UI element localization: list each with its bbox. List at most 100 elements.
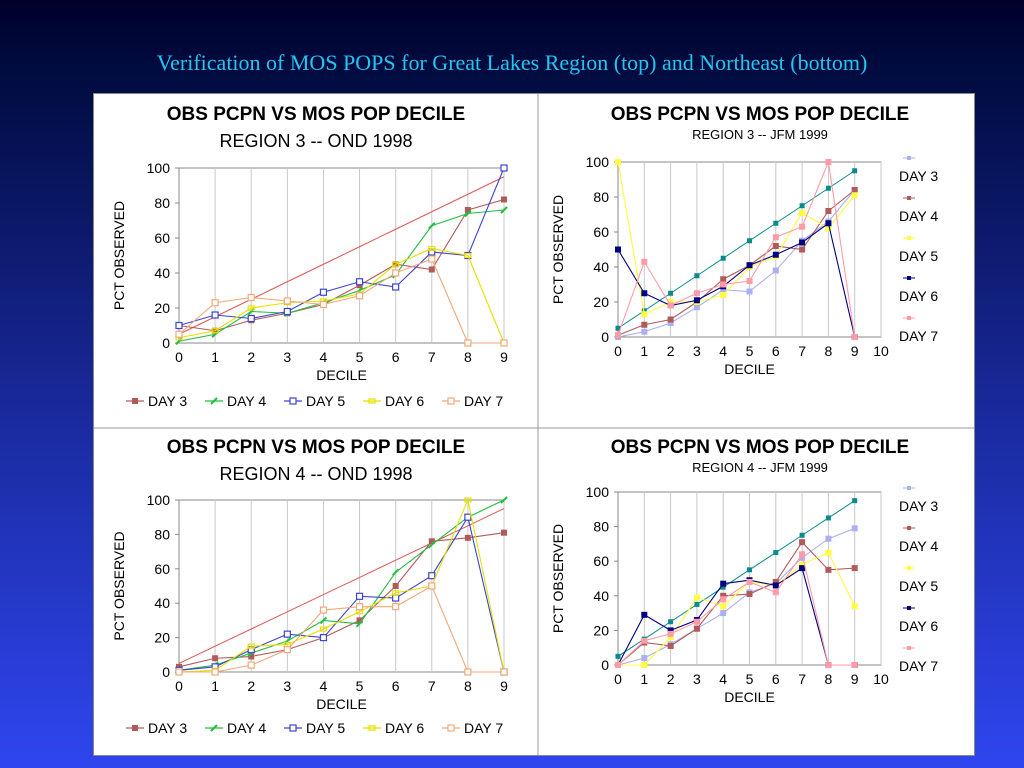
x-tick-label: 6: [772, 671, 780, 687]
legend-marker: [907, 236, 911, 240]
data-point: [356, 617, 363, 624]
series-line-day-6: [617, 567, 855, 666]
data-point: [500, 164, 508, 172]
data-point: [247, 293, 255, 302]
data-point: [428, 572, 436, 580]
slide-title: Verification of MOS POPS for Great Lakes…: [156, 50, 868, 75]
y-tick-label: 100: [147, 492, 171, 508]
data-point: [428, 245, 436, 252]
data-point: [355, 292, 364, 300]
data-point: [851, 603, 858, 610]
data-point: [799, 565, 806, 572]
legend-marker: [447, 397, 455, 405]
legend-label: DAY 4: [899, 208, 938, 224]
x-tick-label: 9: [851, 343, 859, 359]
data-point: [720, 292, 727, 298]
data-point: [851, 192, 858, 199]
legend-marker: [907, 526, 911, 530]
data-point: [641, 258, 648, 265]
legend-label: DAY 5: [899, 248, 938, 264]
data-point: [175, 668, 183, 676]
data-point: [428, 538, 435, 545]
legend-marker: [907, 196, 911, 200]
chart-4: OBS PCPN VS MOS POP DECILE REGION 4 -- JF…: [550, 437, 938, 705]
legend-label: DAY 6: [385, 720, 424, 736]
data-point: [667, 299, 674, 305]
chart-subtitle: REGION 3 -- JFM 1999: [692, 127, 828, 142]
data-point: [212, 655, 219, 662]
data-point: [693, 625, 700, 632]
y-axis-label: PCT OBSERVED: [111, 531, 127, 640]
chart-title: OBS PCPN VS MOS POP DECILE: [611, 437, 909, 458]
data-point: [720, 580, 727, 587]
data-point: [392, 594, 400, 602]
data-point: [355, 620, 364, 628]
legend-label: DAY 5: [306, 720, 345, 736]
legend-label: DAY 7: [464, 720, 503, 736]
data-point: [851, 662, 858, 668]
reference-point: [668, 619, 674, 625]
data-point: [615, 332, 621, 339]
chart-title: OBS PCPN VS MOS POP DECILE: [611, 104, 909, 125]
y-tick-label: 20: [154, 300, 170, 316]
series-line-day-3: [178, 532, 505, 668]
data-point: [693, 290, 700, 297]
y-tick-label: 80: [154, 195, 170, 211]
data-point: [392, 269, 400, 277]
data-point: [641, 328, 648, 335]
data-point: [501, 529, 507, 536]
data-point: [319, 606, 328, 614]
y-tick-label: 100: [586, 484, 610, 500]
data-point: [693, 618, 700, 625]
data-point: [391, 568, 400, 576]
x-tick-label: 10: [873, 343, 889, 359]
data-point: [667, 316, 674, 323]
data-point: [799, 209, 806, 216]
x-tick-label: 9: [500, 678, 508, 694]
data-point: [319, 616, 328, 625]
data-point: [248, 653, 255, 660]
data-point: [500, 668, 508, 676]
data-point: [720, 603, 727, 610]
x-tick-label: 1: [640, 343, 648, 359]
data-point: [641, 655, 648, 662]
x-tick-label: 1: [211, 678, 219, 694]
series-line-day-7: [617, 159, 856, 338]
legend-marker: [368, 398, 376, 404]
data-point: [464, 534, 471, 541]
y-tick-label: 40: [154, 265, 170, 281]
data-point: [746, 288, 753, 295]
x-tick-label: 10: [873, 671, 889, 687]
series-line-day-4: [617, 541, 855, 666]
series-line-day-6: [617, 222, 856, 338]
data-point: [851, 334, 858, 340]
series-line-day-4: [178, 209, 505, 342]
data-point: [500, 339, 508, 347]
data-point: [667, 630, 674, 637]
data-point: [641, 662, 648, 668]
legend-marker: [289, 397, 297, 405]
data-point: [825, 662, 832, 668]
data-point: [851, 187, 858, 193]
data-point: [851, 525, 858, 532]
data-point: [464, 209, 472, 218]
data-point: [319, 626, 328, 632]
data-point: [720, 281, 727, 288]
x-tick-label: 9: [851, 671, 859, 687]
data-point: [799, 561, 806, 568]
reference-point: [615, 653, 621, 659]
x-tick-label: 6: [392, 349, 400, 365]
data-point: [641, 321, 648, 328]
legend-marker: [907, 276, 911, 280]
data-point: [693, 297, 700, 304]
y-tick-label: 60: [154, 230, 170, 246]
series-line-day-5: [618, 551, 856, 666]
data-point: [211, 328, 219, 334]
data-point: [825, 549, 832, 556]
data-point: [693, 594, 700, 601]
data-point: [500, 496, 508, 504]
data-point: [283, 297, 291, 305]
x-tick-label: 4: [719, 343, 727, 359]
data-point: [355, 278, 364, 286]
legend-label: DAY 3: [148, 393, 187, 409]
